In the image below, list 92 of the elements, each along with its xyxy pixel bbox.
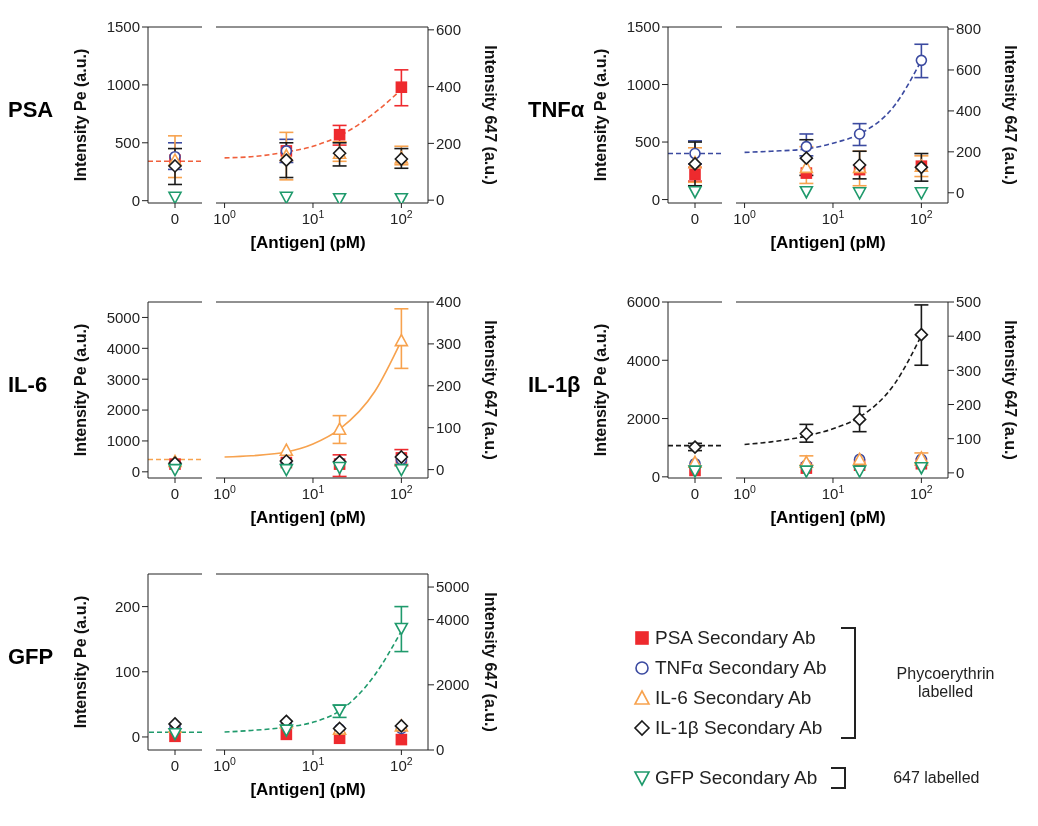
y-tick-label: 1000 bbox=[106, 76, 140, 94]
y-tick-label: 0 bbox=[131, 192, 140, 210]
text: 647 labelled bbox=[892, 769, 981, 787]
y-axis-title: Intensity Pe (a.u.) bbox=[71, 323, 89, 457]
legend-label: GFP Secondary Ab bbox=[655, 767, 818, 789]
y2-tick-label: 100 bbox=[436, 419, 462, 437]
y-tick-label: 6000 bbox=[626, 293, 660, 311]
text: TNFα bbox=[528, 95, 586, 124]
y-tick-label: 1000 bbox=[106, 432, 140, 450]
x-tick-label: 10$^{0}$ bbox=[733, 483, 756, 502]
y2-tick-label: 300 bbox=[436, 335, 462, 353]
y2-tick-label: 200 bbox=[436, 134, 462, 152]
legend-label: TNFα Secondary Ab bbox=[655, 657, 827, 679]
x-tick-label: 0 bbox=[690, 485, 700, 502]
text: IL-6 bbox=[8, 370, 49, 399]
y2-tick-label: 200 bbox=[436, 377, 462, 395]
x-axis-title: [Antigen] (pM) bbox=[249, 780, 367, 800]
y2-tick-label: 100 bbox=[956, 430, 982, 448]
y-tick-label: 2000 bbox=[626, 409, 660, 427]
y2-axis-title: Intensity 647 (a.u.) bbox=[481, 320, 499, 460]
x-axis-title: [Antigen] (pM) bbox=[249, 508, 367, 528]
y-tick-label: 5000 bbox=[106, 308, 140, 326]
y-tick-label: 500 bbox=[634, 133, 660, 151]
text: PSA bbox=[8, 95, 55, 124]
x-tick-label: 10$^{1}$ bbox=[301, 208, 325, 227]
y2-tick-label: 400 bbox=[956, 327, 982, 345]
y-axis-title: Intensity Pe (a.u.) bbox=[71, 48, 89, 182]
x-tick-label: 10$^{0}$ bbox=[733, 208, 756, 227]
y2-tick-label: 400 bbox=[436, 293, 462, 311]
y-axis-title: Intensity Pe (a.u.) bbox=[71, 595, 89, 729]
y-tick-label: 0 bbox=[131, 728, 140, 746]
y-tick-label: 1500 bbox=[106, 18, 140, 36]
y2-tick-label: 2000 bbox=[436, 676, 470, 694]
y-tick-label: 0 bbox=[651, 190, 660, 208]
y-tick-label: 1500 bbox=[626, 18, 660, 36]
y2-tick-label: 800 bbox=[956, 20, 982, 38]
x-tick-label: 10$^{2}$ bbox=[390, 755, 413, 774]
y2-tick-label: 200 bbox=[956, 143, 982, 161]
y-tick-label: 4000 bbox=[106, 339, 140, 357]
y2-tick-label: 4000 bbox=[436, 610, 470, 628]
y-tick-label: 500 bbox=[114, 134, 140, 152]
y-tick-label: 2000 bbox=[106, 401, 140, 419]
x-axis-title: [Antigen] (pM) bbox=[769, 508, 887, 528]
y2-tick-label: 400 bbox=[956, 102, 982, 120]
y2-tick-label: 200 bbox=[956, 395, 982, 413]
y2-tick-label: 0 bbox=[436, 460, 445, 478]
y-tick-label: 4000 bbox=[626, 351, 660, 369]
y2-axis-title: Intensity 647 (a.u.) bbox=[1001, 45, 1019, 185]
y2-tick-label: 0 bbox=[436, 191, 445, 209]
y2-tick-label: 600 bbox=[436, 21, 462, 39]
y2-tick-label: 600 bbox=[956, 61, 982, 79]
x-tick-label: 10$^{0}$ bbox=[213, 208, 236, 227]
y-axis-title: Intensity Pe (a.u.) bbox=[591, 48, 609, 182]
y2-tick-label: 0 bbox=[956, 184, 965, 202]
y-tick-label: 0 bbox=[651, 468, 660, 486]
x-tick-label: 10$^{2}$ bbox=[390, 483, 413, 502]
x-tick-label: 10$^{2}$ bbox=[910, 483, 933, 502]
legend-label: PSA Secondary Ab bbox=[655, 627, 816, 649]
y-tick-label: 200 bbox=[114, 597, 140, 615]
y2-axis-title: Intensity 647 (a.u.) bbox=[481, 592, 499, 732]
y2-tick-label: 400 bbox=[436, 77, 462, 95]
legend-label: IL-6 Secondary Ab bbox=[655, 687, 812, 709]
legend-label: IL-1β Secondary Ab bbox=[655, 717, 823, 739]
x-tick-label: 10$^{2}$ bbox=[390, 208, 413, 227]
x-tick-label: 0 bbox=[690, 210, 700, 227]
text: GFP bbox=[8, 642, 55, 671]
x-tick-label: 10$^{1}$ bbox=[301, 483, 325, 502]
y2-tick-label: 5000 bbox=[436, 578, 470, 596]
y2-tick-label: 300 bbox=[956, 361, 982, 379]
x-tick-label: 10$^{0}$ bbox=[213, 755, 236, 774]
x-tick-label: 10$^{0}$ bbox=[213, 483, 236, 502]
y2-axis-title: Intensity 647 (a.u.) bbox=[481, 45, 499, 185]
x-tick-label: 10$^{2}$ bbox=[910, 208, 933, 227]
y-tick-label: 0 bbox=[131, 463, 140, 481]
x-tick-label: 10$^{1}$ bbox=[821, 208, 845, 227]
y2-tick-label: 0 bbox=[436, 741, 445, 759]
y-axis-title: Intensity Pe (a.u.) bbox=[591, 323, 609, 457]
x-tick-label: 0 bbox=[170, 485, 180, 502]
text: Phycoerythrin labelled bbox=[895, 665, 996, 701]
y-tick-label: 3000 bbox=[106, 370, 140, 388]
y-tick-label: 1000 bbox=[626, 75, 660, 93]
x-axis-title: [Antigen] (pM) bbox=[249, 233, 367, 253]
text: IL-1β bbox=[528, 370, 582, 399]
x-axis-title: [Antigen] (pM) bbox=[769, 233, 887, 253]
x-tick-label: 0 bbox=[170, 757, 180, 774]
y2-axis-title: Intensity 647 (a.u.) bbox=[1001, 320, 1019, 460]
y2-tick-label: 500 bbox=[956, 293, 982, 311]
y-tick-label: 100 bbox=[114, 663, 140, 681]
x-tick-label: 10$^{1}$ bbox=[301, 755, 325, 774]
y2-tick-label: 0 bbox=[956, 464, 965, 482]
x-tick-label: 0 bbox=[170, 210, 180, 227]
x-tick-label: 10$^{1}$ bbox=[821, 483, 845, 502]
